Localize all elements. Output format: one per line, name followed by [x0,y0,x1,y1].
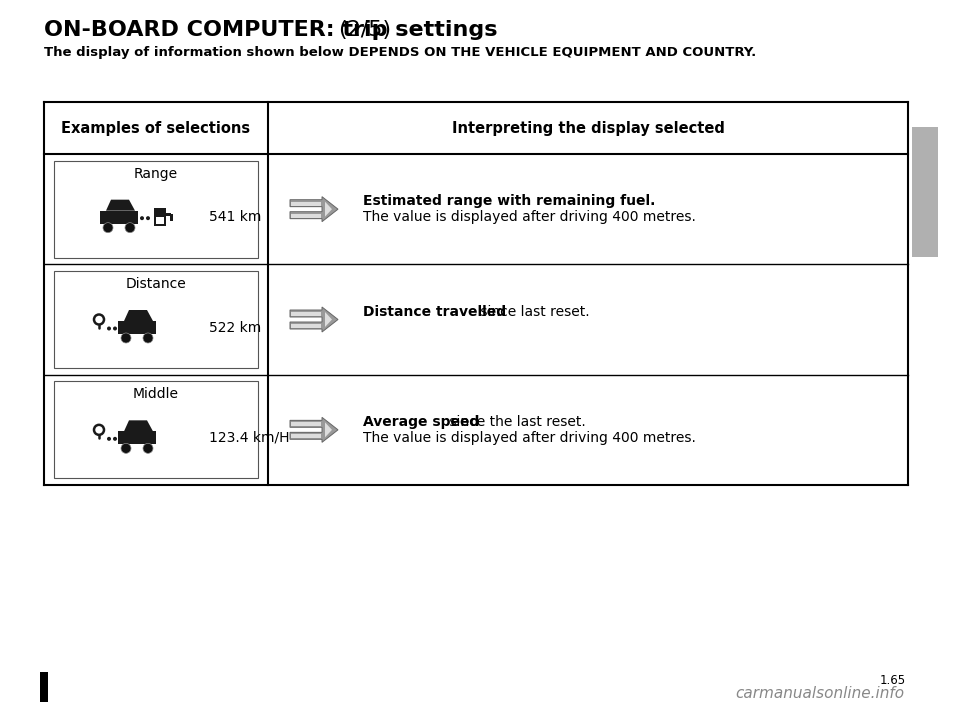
Bar [912,127,938,257]
Bar [290,322,322,329]
Bar [290,432,322,439]
Bar [54,160,258,258]
Text: (2/5): (2/5) [338,20,391,40]
Text: ON-BOARD COMPUTER: trip settings: ON-BOARD COMPUTER: trip settings [44,20,505,40]
Text: 541 km: 541 km [209,210,261,224]
Polygon shape [325,422,332,437]
Text: The value is displayed after driving 400 metres.: The value is displayed after driving 400… [363,210,696,224]
Polygon shape [322,417,338,442]
Circle shape [121,443,131,453]
Bar [291,312,321,316]
Bar [118,321,156,334]
Circle shape [125,223,135,233]
Circle shape [107,437,111,441]
Polygon shape [325,202,332,217]
Circle shape [103,223,113,233]
Text: 1.65: 1.65 [880,674,906,687]
Bar [291,422,321,426]
Polygon shape [124,310,153,321]
Bar [40,672,48,702]
Bar [290,420,322,427]
Bar [54,381,258,479]
Polygon shape [322,197,338,222]
Polygon shape [322,307,338,332]
Text: Range: Range [134,167,178,180]
Text: The value is displayed after driving 400 metres.: The value is displayed after driving 400… [363,431,696,445]
Polygon shape [325,312,332,327]
Circle shape [113,437,117,441]
Text: since last reset.: since last reset. [476,305,590,319]
Bar [100,211,138,224]
Text: since the last reset.: since the last reset. [444,415,586,429]
Bar [291,214,321,218]
Text: Middle: Middle [133,387,179,401]
Bar [291,202,321,206]
Bar [290,200,322,207]
Bar [54,271,258,368]
Text: carmanualsonline.info: carmanualsonline.info [735,687,904,701]
Bar [154,208,166,226]
Circle shape [140,216,144,220]
Bar [118,432,156,444]
Text: Average speed: Average speed [363,415,479,429]
Circle shape [107,327,111,330]
Circle shape [146,216,150,220]
Bar [290,310,322,317]
Polygon shape [124,420,153,432]
Circle shape [113,327,117,330]
Text: Estimated range with remaining fuel.: Estimated range with remaining fuel. [363,194,656,208]
Circle shape [143,443,153,453]
Text: Interpreting the display selected: Interpreting the display selected [451,121,725,136]
Polygon shape [106,200,135,211]
Circle shape [121,333,131,343]
Bar [170,214,173,222]
Bar [291,324,321,328]
Text: The display of information shown below DEPENDS ON THE VEHICLE EQUIPMENT AND COUN: The display of information shown below D… [44,46,756,59]
Bar [291,435,321,438]
Circle shape [143,333,153,343]
Text: Distance travelled: Distance travelled [363,305,506,319]
Bar [156,217,164,224]
Text: 522 km: 522 km [209,320,261,334]
Bar [165,213,171,216]
Text: Examples of selections: Examples of selections [61,121,251,136]
Text: 123.4 km/H: 123.4 km/H [209,431,290,445]
Text: Distance: Distance [126,277,186,291]
Bar [290,212,322,219]
